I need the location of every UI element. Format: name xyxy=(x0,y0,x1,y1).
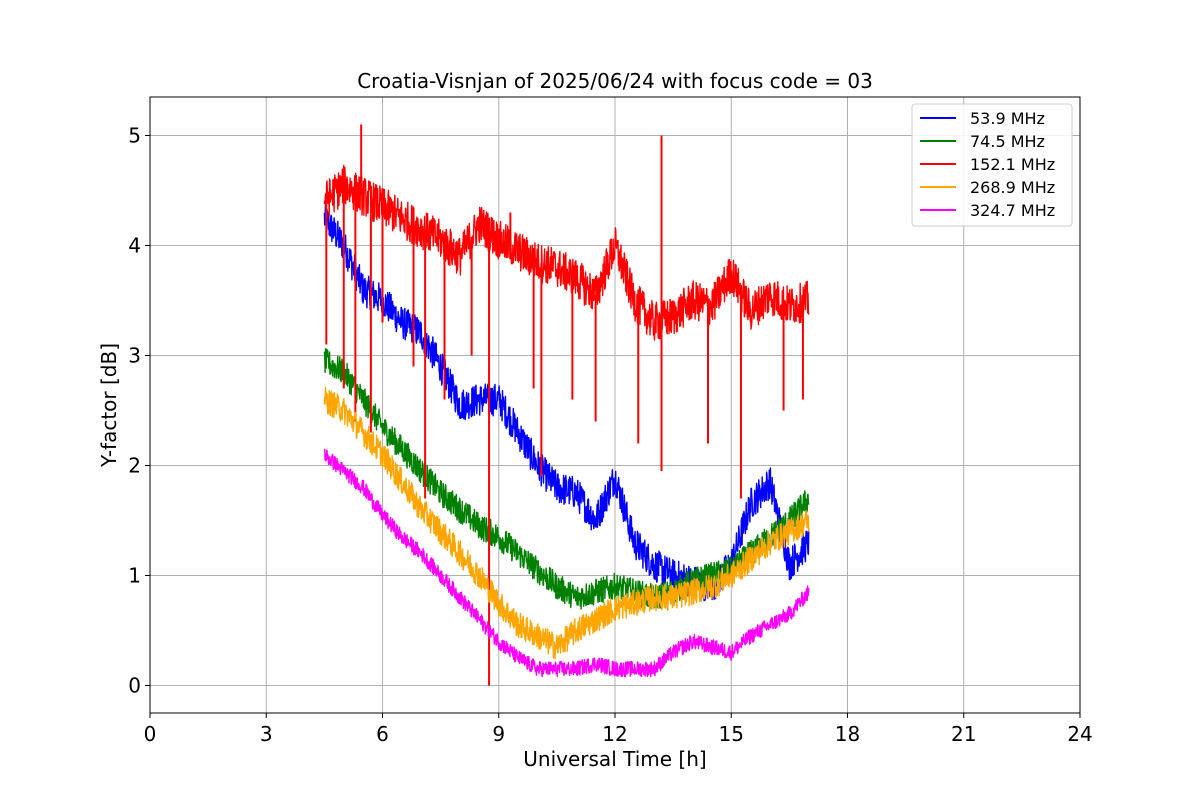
y-tick-label: 1 xyxy=(128,564,141,588)
x-axis-label: Universal Time [h] xyxy=(523,747,706,771)
x-tick-label: 12 xyxy=(602,722,627,746)
legend-label: 74.5 MHz xyxy=(970,132,1045,151)
legend: 53.9 MHz 74.5 MHz 152.1 MHz 268.9 MHz 324.7… xyxy=(911,103,1073,227)
plot-area xyxy=(323,124,810,686)
x-tick-label: 9 xyxy=(492,722,505,746)
series-324-7-mhz xyxy=(323,448,810,678)
x-tick-label: 21 xyxy=(951,722,976,746)
x-axis: 0 3 6 9 12 15 18 21 24 xyxy=(144,713,1093,746)
series-trace xyxy=(323,164,810,341)
y-tick-label: 3 xyxy=(128,344,141,368)
legend-label: 53.9 MHz xyxy=(970,109,1045,128)
y-axis-label: Y-factor [dB] xyxy=(97,343,121,468)
series-152-1-mhz xyxy=(323,124,810,686)
y-tick-label: 2 xyxy=(128,454,141,478)
legend-label: 324.7 MHz xyxy=(970,201,1055,220)
x-tick-label: 15 xyxy=(719,722,744,746)
y-axis: 0 1 2 3 4 5 xyxy=(128,124,150,698)
x-tick-label: 6 xyxy=(376,722,389,746)
x-tick-label: 0 xyxy=(144,722,157,746)
x-tick-label: 18 xyxy=(835,722,860,746)
y-tick-label: 0 xyxy=(128,674,141,698)
legend-box xyxy=(911,103,1073,227)
chart-title: Croatia-Visnjan of 2025/06/24 with focus… xyxy=(357,69,873,93)
x-tick-label: 3 xyxy=(260,722,273,746)
series-trace xyxy=(323,386,810,660)
x-tick-label: 24 xyxy=(1067,722,1092,746)
legend-label: 268.9 MHz xyxy=(970,178,1055,197)
y-tick-label: 5 xyxy=(128,124,141,148)
y-tick-label: 4 xyxy=(128,234,141,258)
series-268-9-mhz xyxy=(323,386,810,660)
series-trace xyxy=(323,448,810,678)
legend-label: 152.1 MHz xyxy=(970,155,1055,174)
